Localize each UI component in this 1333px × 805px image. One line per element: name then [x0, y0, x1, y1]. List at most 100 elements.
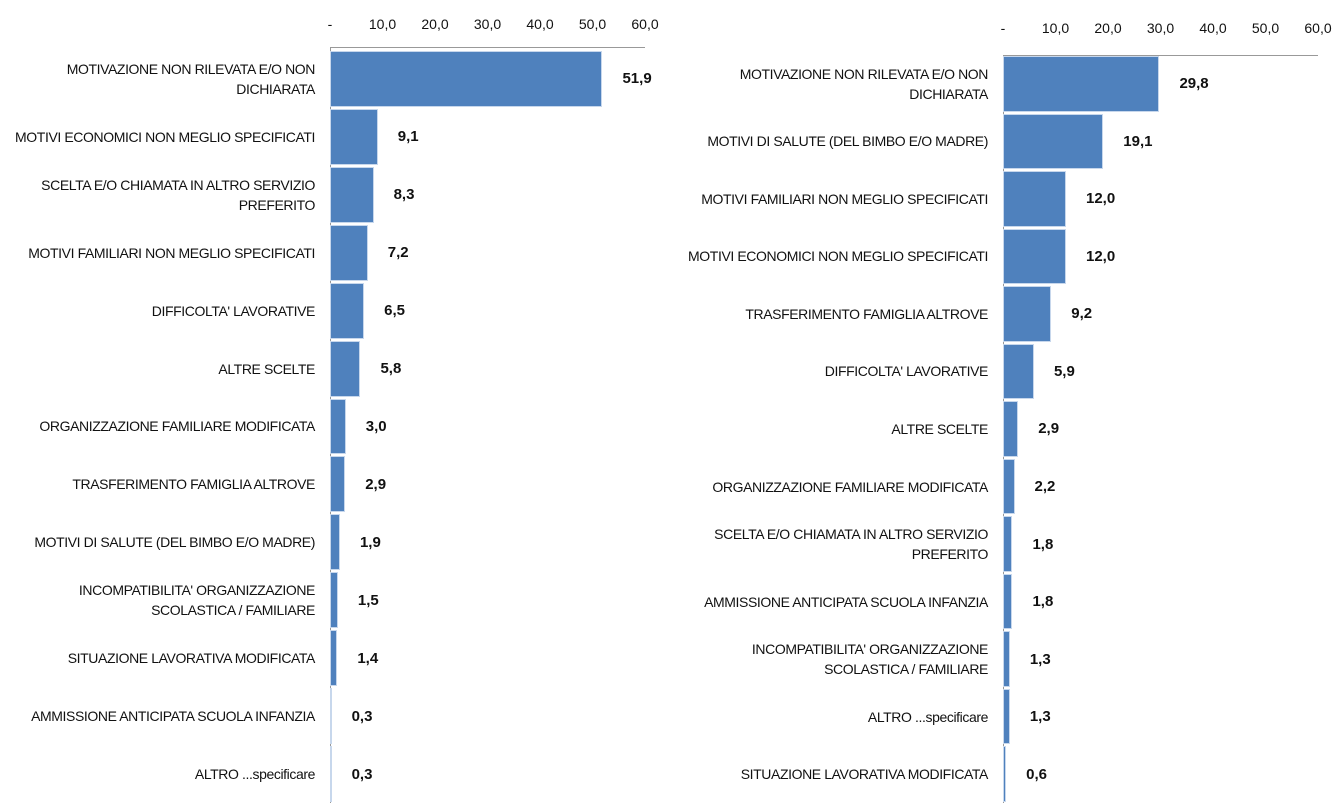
value-label: 0,3 [351, 707, 373, 725]
category-label: INCOMPATIBILITA' ORGANIZZAZIONE SCOLASTI… [751, 641, 988, 678]
tick-mark [1213, 51, 1214, 55]
category-label: SCELTA E/O CHIAMATA IN ALTRO SERVIZIO PR… [714, 526, 988, 563]
value-label: 19,1 [1123, 132, 1153, 150]
category-label: SITUAZIONE LAVORATIVA MODIFICATA [740, 766, 989, 783]
category-label: ORGANIZZAZIONE FAMILIARE MODIFICATA [712, 478, 988, 495]
bar [330, 688, 332, 745]
tick-mark [1161, 51, 1162, 55]
bar [1003, 113, 1104, 170]
bar [1003, 228, 1066, 285]
value-label: 9,1 [397, 128, 419, 146]
bar [1003, 56, 1160, 112]
tick-mark [383, 43, 384, 47]
bar [330, 282, 365, 339]
value-label: 1,4 [357, 649, 379, 667]
category-label: TRASFERIMENTO FAMIGLIA ALTROVE [72, 476, 315, 493]
value-label: 0,6 [1026, 765, 1047, 783]
x-tick-label: 20,0 [1094, 20, 1122, 36]
value-label: 2,2 [1034, 478, 1056, 496]
category-label: ALTRE SCELTE [891, 420, 988, 437]
category-label: MOTIVAZIONE NON RILEVATA E/O NON DICHIAR… [66, 60, 316, 97]
value-label: 1,9 [359, 533, 381, 551]
category-label: ORGANIZZAZIONE FAMILIARE MODIFICATA [39, 418, 315, 435]
value-label: 2,9 [1038, 420, 1060, 438]
bar [1003, 631, 1010, 687]
x-tick-label: - [327, 16, 333, 32]
bar [330, 340, 361, 397]
value-label: 2,9 [365, 475, 387, 493]
value-label: 1,8 [1032, 535, 1054, 553]
category-label: ALTRO ...specificare [867, 708, 989, 725]
category-label: MOTIVAZIONE NON RILEVATA E/O NON DICHIAR… [739, 65, 989, 102]
bar [330, 398, 346, 455]
category-label: SCELTA E/O CHIAMATA IN ALTRO SERVIZIO PR… [41, 176, 315, 213]
x-tick-label: 30,0 [1146, 20, 1175, 36]
bar [1003, 286, 1052, 342]
tick-mark [330, 43, 331, 47]
value-label: 1,3 [1029, 650, 1051, 668]
value-label: 1,3 [1029, 708, 1051, 726]
value-label: 7,2 [387, 244, 409, 262]
bar [1003, 573, 1013, 630]
bar [330, 630, 338, 687]
tick-mark [435, 43, 436, 47]
x-tick-label: 30,0 [473, 16, 502, 32]
bar [330, 166, 374, 223]
x-axis [1003, 55, 1318, 56]
bar [1003, 171, 1066, 227]
value-label: 51,9 [622, 70, 652, 88]
tick-mark [1266, 51, 1267, 55]
x-tick-label: 10,0 [368, 16, 397, 32]
category-label: INCOMPATIBILITA' ORGANIZZAZIONE SCOLASTI… [78, 582, 315, 619]
category-label: AMMISSIONE ANTICIPATA SCUOLA INFANZIA [31, 708, 315, 725]
tick-mark [540, 43, 541, 47]
bar [1003, 746, 1007, 802]
bar [330, 746, 332, 802]
value-label: 3,0 [365, 417, 387, 435]
bar [1003, 516, 1013, 572]
x-tick-label: 50,0 [578, 16, 607, 32]
category-label: DIFFICOLTA' LAVORATIVE [824, 363, 989, 380]
x-tick-label: 50,0 [1251, 20, 1280, 36]
value-label: 12,0 [1086, 247, 1116, 265]
x-tick-label: 20,0 [421, 16, 449, 32]
value-label: 0,3 [351, 765, 373, 783]
tick-mark [1108, 51, 1109, 55]
tick-mark [488, 43, 489, 47]
value-label: 9,2 [1071, 305, 1093, 323]
tick-mark [1318, 51, 1319, 55]
bar [1003, 343, 1034, 400]
value-label: 12,0 [1086, 190, 1116, 208]
value-label: 5,8 [380, 360, 402, 378]
tick-mark [593, 43, 594, 47]
category-label: MOTIVI ECONOMICI NON MEGLIO SPECIFICATI [688, 248, 988, 265]
value-label: 5,9 [1053, 362, 1075, 380]
bar [1003, 401, 1019, 457]
x-axis [330, 47, 645, 48]
tick-mark [1003, 51, 1004, 55]
value-label: 6,5 [384, 302, 405, 320]
x-tick-label: 10,0 [1041, 20, 1070, 36]
category-label: MOTIVI DI SALUTE (DEL BIMBO E/O MADRE) [707, 133, 988, 150]
x-tick-label: 60,0 [631, 16, 659, 32]
value-label: 1,5 [357, 591, 379, 609]
category-label: MOTIVI FAMILIARI NON MEGLIO SPECIFICATI [28, 244, 315, 261]
category-label: SITUAZIONE LAVORATIVA MODIFICATA [67, 650, 316, 667]
tick-mark [645, 43, 646, 47]
category-label: TRASFERIMENTO FAMIGLIA ALTROVE [745, 305, 988, 322]
tick-mark [1056, 51, 1057, 55]
bar [1003, 458, 1015, 515]
bar [330, 514, 340, 571]
category-label: ALTRO ...specificare [194, 766, 316, 783]
category-label: MOTIVI ECONOMICI NON MEGLIO SPECIFICATI [15, 128, 315, 145]
bar [330, 456, 346, 513]
bar [330, 224, 368, 281]
value-label: 29,8 [1179, 75, 1209, 93]
x-tick-label: 60,0 [1304, 20, 1332, 36]
value-label: 1,8 [1032, 593, 1054, 611]
category-label: ALTRE SCELTE [218, 360, 315, 377]
value-label: 8,3 [393, 186, 415, 204]
category-label: MOTIVI DI SALUTE (DEL BIMBO E/O MADRE) [34, 534, 315, 551]
x-tick-label: - [1000, 20, 1006, 36]
